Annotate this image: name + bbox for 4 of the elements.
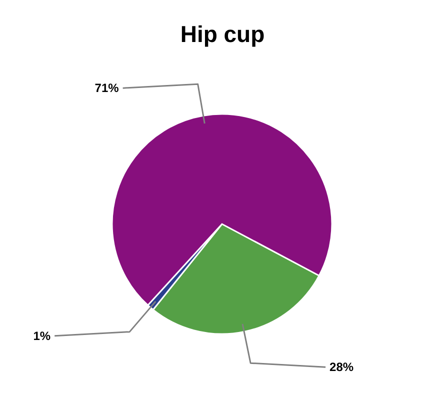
chart-title: Hip cup xyxy=(180,21,265,47)
data-label: 1% xyxy=(33,328,51,343)
data-label: 28% xyxy=(330,360,354,374)
data-label: 71% xyxy=(94,81,120,96)
